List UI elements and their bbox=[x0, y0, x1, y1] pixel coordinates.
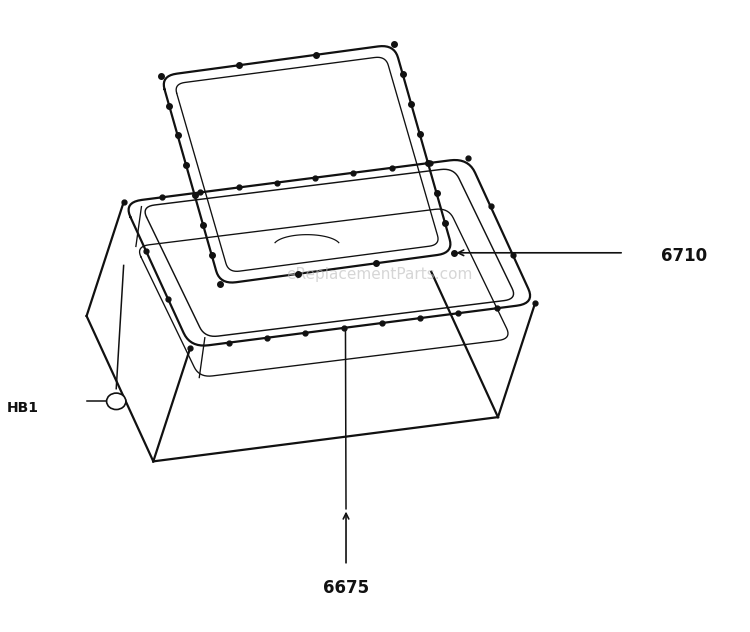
Text: 6675: 6675 bbox=[323, 579, 369, 597]
Text: HB1: HB1 bbox=[7, 401, 38, 415]
Circle shape bbox=[106, 393, 126, 410]
Text: eReplacementParts.com: eReplacementParts.com bbox=[286, 267, 472, 283]
Text: 6710: 6710 bbox=[661, 247, 707, 265]
